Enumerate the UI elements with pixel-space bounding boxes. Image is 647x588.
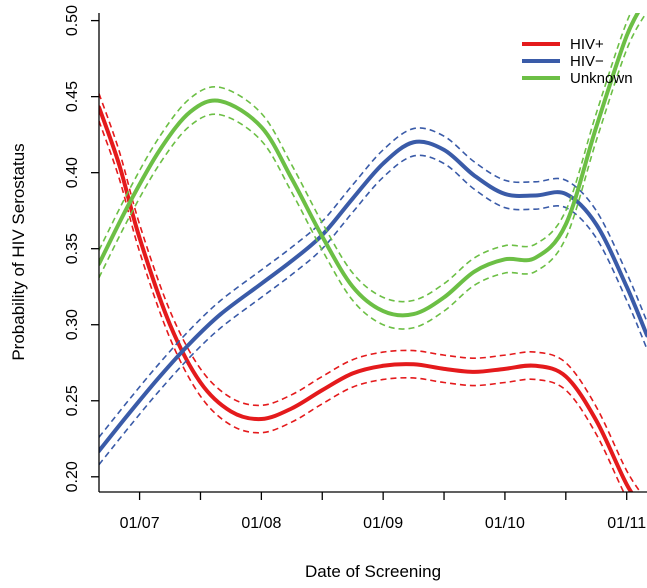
x-tick-label: 01/10	[485, 515, 525, 532]
legend-item: HIV−	[522, 53, 604, 70]
ci-lower-line	[99, 154, 647, 466]
ci-upper-line	[99, 127, 647, 438]
legend-label: Unknown	[570, 70, 633, 87]
y-tick-label: 0.25	[64, 385, 81, 416]
y-tick-label: 0.50	[64, 5, 81, 36]
legend-label: HIV−	[570, 53, 604, 70]
series-hiv-negative	[99, 127, 647, 466]
y-tick-label: 0.20	[64, 461, 81, 492]
x-axis-title: Date of Screening	[305, 562, 441, 581]
y-tick-label: 0.30	[64, 309, 81, 340]
ci-lower-line	[99, 120, 625, 492]
legend-item: HIV+	[522, 36, 604, 53]
series-unknown	[99, 13, 647, 330]
x-tick-label: 01/09	[363, 515, 403, 532]
x-tick-label: 01/11	[607, 515, 646, 532]
legend-item: Unknown	[522, 70, 633, 87]
x-tick-label: 01/08	[241, 515, 281, 532]
ci-upper-line	[99, 13, 632, 303]
legend: HIV+HIV−Unknown	[522, 36, 633, 87]
ci-lower-line	[99, 13, 647, 330]
ci-upper-line	[99, 93, 642, 492]
y-tick-label: 0.40	[64, 157, 81, 188]
y-tick-label: 0.45	[64, 81, 81, 112]
legend-label: HIV+	[570, 36, 604, 53]
axes-group: 0.20 0.25 0.30 0.35 0.40 0.45 0.50 01/07 01/08 01…	[64, 5, 647, 532]
series-line	[99, 139, 647, 453]
y-tick-label: 0.35	[64, 233, 81, 264]
series-line	[99, 13, 640, 318]
series-hiv-positive	[99, 93, 642, 492]
series-group	[99, 13, 647, 492]
y-axis-title: Probability of HIV Serostatus	[9, 143, 28, 360]
x-tick-label: 01/07	[120, 515, 160, 532]
series-line	[99, 105, 634, 492]
